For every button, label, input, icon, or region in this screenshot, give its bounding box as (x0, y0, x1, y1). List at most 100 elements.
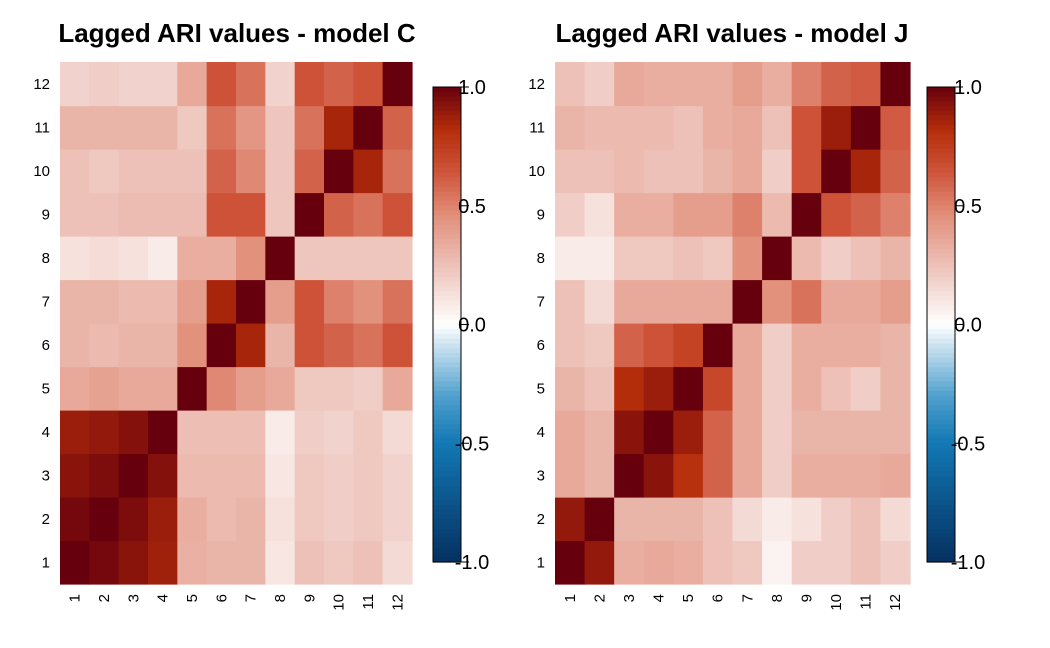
colorbar-segment (433, 552, 461, 558)
heatmap-cell-4-6 (702, 410, 734, 455)
heatmap-cell-5-4 (643, 366, 674, 411)
colorbar-segment (433, 248, 461, 254)
heatmap-cell-11-4 (148, 105, 178, 150)
colorbar-segment (433, 452, 461, 459)
colorbar-segment (927, 353, 955, 359)
heatmap-cell-7-8 (762, 279, 793, 324)
colorbar-segment (433, 429, 461, 435)
heatmap-cell-11-2 (584, 105, 615, 150)
colorbar-tick-label: 0.5 (458, 196, 486, 218)
heatmap-cell-10-8 (265, 149, 296, 194)
heatmap-cell-12-1 (555, 62, 586, 107)
heatmap-cell-4-3 (614, 410, 645, 455)
heatmap-cell-12-4 (148, 62, 178, 107)
heatmap-cell-9-10 (324, 192, 354, 237)
colorbar-segment (433, 148, 461, 155)
x-tick-label: 3 (125, 594, 142, 602)
heatmap-cell-9-8 (265, 192, 296, 237)
heatmap-cell-10-1 (555, 149, 586, 194)
heatmap-cell-10-5 (177, 149, 208, 194)
heatmap-cell-2-3 (614, 497, 645, 542)
heatmap-cell-6-7 (732, 323, 763, 368)
heatmap-cell-4-4 (148, 410, 178, 455)
colorbar-tick-label: 1.0 (458, 77, 486, 99)
colorbar-tick-label: -0.5 (455, 433, 489, 455)
colorbar-segment (927, 357, 955, 364)
heatmap-cell-1-11 (850, 540, 882, 585)
colorbar-segment (433, 220, 461, 226)
heatmap-cell-9-9 (294, 192, 325, 237)
heatmap-cell-3-9 (294, 453, 325, 498)
heatmap-cell-10-12 (880, 149, 911, 194)
colorbar-segment (433, 224, 461, 231)
heatmap-cell-9-10 (821, 192, 852, 237)
heatmap-cell-1-8 (265, 540, 296, 585)
colorbar-segment (927, 224, 955, 231)
heatmap-cell-10-6 (702, 149, 734, 194)
heatmap-cell-3-9 (791, 453, 822, 498)
y-tick-label: 8 (537, 250, 545, 267)
colorbar-segment (927, 514, 955, 520)
colorbar-segment (433, 106, 461, 112)
colorbar-segment (927, 495, 955, 501)
colorbar-segment (433, 324, 461, 330)
colorbar-segment (927, 391, 955, 397)
heatmap-cell-9-9 (791, 192, 822, 237)
heatmap-cell-8-2 (584, 236, 615, 281)
heatmap-cell-3-10 (821, 453, 852, 498)
heatmap-cell-4-8 (265, 410, 296, 455)
heatmap-cell-9-1 (60, 192, 90, 237)
colorbar-segment (433, 239, 461, 245)
colorbar-segment (433, 91, 461, 98)
heatmap-cell-7-11 (353, 279, 384, 324)
colorbar-segment (433, 500, 461, 506)
colorbar-segment (433, 381, 461, 387)
colorbar-segment (433, 172, 461, 178)
heatmap-cell-3-4 (643, 453, 674, 498)
colorbar-segment (433, 258, 461, 264)
colorbar-segment (927, 125, 955, 131)
colorbar-segment (927, 505, 955, 511)
colorbar-segment (433, 186, 461, 193)
heatmap-cell-8-3 (614, 236, 645, 281)
heatmap-cell-5-10 (324, 366, 354, 411)
colorbar-segment (433, 310, 461, 316)
heatmap-cell-1-7 (236, 540, 266, 585)
heatmap-cell-5-7 (236, 366, 266, 411)
heatmap-cell-9-4 (148, 192, 178, 237)
heatmap-cell-9-7 (236, 192, 266, 237)
heatmap-cell-1-6 (206, 540, 237, 585)
colorbar-segment (927, 552, 955, 558)
colorbar-segment (927, 509, 955, 516)
colorbar-segment (927, 305, 955, 311)
heatmap-cell-12-1 (60, 62, 90, 107)
heatmap-cell-8-9 (791, 236, 822, 281)
colorbar-segment (927, 229, 955, 235)
heatmap-cell-1-3 (614, 540, 645, 585)
colorbar-segment (433, 300, 461, 307)
heatmap-cell-12-3 (614, 62, 645, 107)
colorbar-segment (927, 163, 955, 169)
colorbar-segment (433, 205, 461, 212)
y-tick-label: 1 (537, 554, 545, 571)
x-tick-label: 7 (739, 594, 756, 602)
x-tick-label: 7 (243, 594, 260, 602)
heatmap-cell-6-10 (821, 323, 852, 368)
heatmap-cell-6-7 (236, 323, 266, 368)
colorbar-segment (927, 528, 955, 535)
colorbar-segment (927, 547, 955, 554)
colorbar-segment (433, 400, 461, 406)
heatmap-cell-7-5 (673, 279, 704, 324)
colorbar-segment (927, 101, 955, 107)
heatmap-cell-12-6 (702, 62, 734, 107)
colorbar-segment (927, 129, 955, 136)
colorbar-segment (433, 272, 461, 278)
heatmap-cell-11-2 (89, 105, 120, 150)
colorbar-segment (433, 362, 461, 368)
heatmap-cell-5-9 (294, 366, 325, 411)
heatmap-panel-model-j: Lagged ARI values - model J1234567891011… (528, 18, 985, 611)
heatmap-cell-12-7 (236, 62, 266, 107)
heatmap-cell-8-2 (89, 236, 120, 281)
x-tick-label: 1 (67, 594, 84, 602)
heatmap-cell-10-6 (206, 149, 237, 194)
